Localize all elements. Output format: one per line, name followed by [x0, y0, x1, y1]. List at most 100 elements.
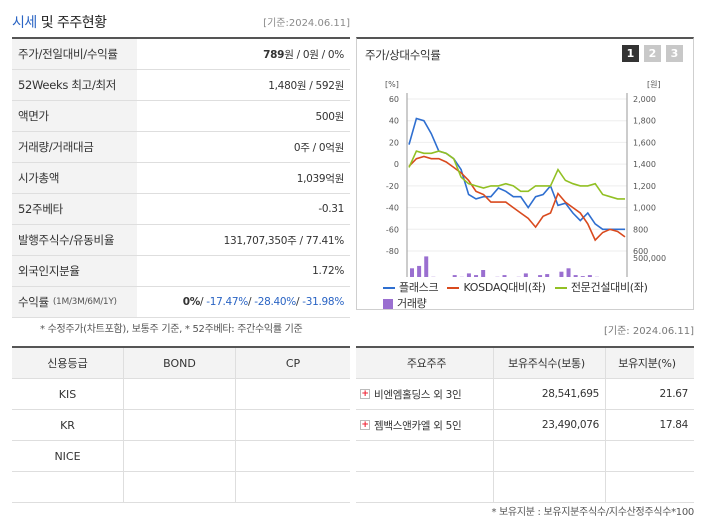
cp-cell — [236, 410, 350, 440]
chart-tab-2[interactable]: 2 — [644, 45, 661, 62]
table-header-row: 신용등급 BOND CP — [12, 348, 350, 379]
left-tick-label: 60 — [389, 95, 399, 104]
volume-bar — [587, 275, 592, 277]
right-tick-label: 1,000 — [633, 204, 656, 213]
volume-bar — [481, 270, 486, 277]
cp-cell — [236, 472, 350, 502]
row-value: 0%/ -17.47%/ -28.40%/ -31.98% — [182, 296, 345, 308]
legend-item: 플래스크 — [383, 280, 439, 296]
holder-name[interactable]: 비엔엠홀딩스 외 3인 — [374, 388, 462, 401]
basis-date: [기준:2024.06.11] — [263, 18, 350, 29]
bond-cell — [124, 410, 236, 440]
chart-basis-date: [기준: 2024.06.11] — [603, 326, 694, 337]
returns-periods: (1M/3M/6M/1Y) — [52, 297, 117, 307]
volume-bar — [523, 273, 528, 277]
col-header: 보유주식수(보통) — [494, 348, 606, 378]
row-label: 발행주식수/유동비율 — [12, 225, 137, 255]
row-value: 0주 / 0억원 — [293, 141, 344, 154]
pct-cell — [606, 441, 694, 471]
price-row: 52Weeks 최고/최저 1,480원 / 592원 — [12, 70, 350, 101]
volume-bar — [417, 265, 422, 277]
price-footnote: * 수정주가(차트포함), 보통주 기준, * 52주베타: 주간수익률 기준 — [40, 324, 303, 335]
price-row: 52주베타 -0.31 — [12, 194, 350, 225]
left-axis-unit: [%] — [385, 80, 399, 89]
chart-tab-3[interactable]: 3 — [666, 45, 683, 62]
legend-item: 거래량 — [383, 296, 427, 312]
row-label: 주가/전일대비/수익률 — [12, 39, 137, 69]
legend-item: KOSDAQ대비(좌) — [447, 280, 546, 296]
legend-label: 전문건설대비(좌) — [570, 281, 648, 294]
row-label: 외국인지분율 — [12, 256, 137, 286]
title-rest: 및 주주현황 — [36, 15, 107, 31]
chart-tabs: 1 2 3 — [622, 45, 683, 62]
volume-tick-label: 500,000 — [633, 254, 666, 263]
left-tick-label: -60 — [386, 225, 399, 234]
left-tick-label: 0 — [394, 160, 399, 169]
legend-swatch — [447, 287, 460, 289]
shares-cell: 28,541,695 — [494, 379, 606, 409]
col-header: 주요주주 — [356, 348, 494, 378]
bond-cell — [124, 472, 236, 502]
volume-bar — [502, 275, 507, 277]
holder-cell: + 비엔엠홀딩스 외 3인 — [356, 379, 494, 409]
price-row: 시가총액 1,039억원 — [12, 163, 350, 194]
legend-label: 플래스크 — [399, 281, 439, 294]
volume-bar — [466, 273, 471, 277]
volume-bar — [580, 276, 585, 277]
right-tick-label: 600 — [633, 247, 648, 256]
price-table: 주가/전일대비/수익률 789원 / 0원 / 0% 52Weeks 최고/최저… — [12, 37, 350, 318]
legend-swatch — [383, 299, 393, 309]
agency-cell: KIS — [12, 379, 124, 409]
left-tick-label: -20 — [386, 182, 399, 191]
volume-bar — [573, 275, 578, 277]
expand-icon[interactable]: + — [360, 420, 370, 430]
row-value: 1,480원 / 592원 — [268, 79, 344, 92]
table-row: + 젬백스앤카엘 외 5인 23,490,076 17.84 — [356, 410, 694, 441]
volume-bar — [424, 256, 429, 277]
agency-cell: KR — [12, 410, 124, 440]
chart-tab-1[interactable]: 1 — [622, 45, 639, 62]
legend-swatch — [554, 287, 567, 289]
cp-cell — [236, 441, 350, 471]
volume-bar — [566, 268, 571, 277]
table-row — [12, 472, 350, 503]
left-tick-label: -40 — [386, 204, 399, 213]
series-line — [408, 155, 626, 242]
return-3m: -17.47% — [206, 296, 248, 308]
chart-svg: [%] [원] 60 40 20 0 -20 -40 -60 -80 2,000 1,800 1,600… — [385, 80, 666, 277]
holder-cell — [356, 441, 494, 471]
table-header-row: 주요주주 보유주식수(보통) 보유지분(%) — [356, 348, 694, 379]
col-header: CP — [285, 356, 301, 370]
row-label: 52주베타 — [12, 194, 137, 224]
series-line — [408, 117, 625, 231]
section-title: 시세 및 주주현황 — [12, 12, 107, 32]
expand-icon[interactable]: + — [360, 389, 370, 399]
holder-name[interactable]: 젬백스앤카엘 외 5인 — [374, 419, 462, 432]
row-value: -0.31 — [318, 203, 344, 215]
price-row: 발행주식수/유동비율 131,707,350주 / 77.41% — [12, 225, 350, 256]
pct-cell: 17.84 — [659, 419, 688, 431]
title-highlight: 시세 — [12, 15, 37, 31]
left-tick-label: 40 — [389, 117, 399, 126]
pct-cell — [606, 472, 694, 502]
cp-cell — [236, 379, 350, 409]
price-row: 거래량/거래대금 0주 / 0억원 — [12, 132, 350, 163]
right-tick-label: 1,200 — [633, 182, 656, 191]
returns-label: 수익률 — [18, 295, 49, 309]
agency-cell: NICE — [12, 441, 124, 471]
returns-row: 수익률 (1M/3M/6M/1Y) 0%/ -17.47%/ -28.40%/ -… — [12, 287, 350, 318]
row-value: 500원 — [315, 110, 344, 123]
return-6m: -28.40% — [254, 296, 296, 308]
row-label: 수익률 (1M/3M/6M/1Y) — [12, 287, 137, 317]
return-1y: -31.98% — [302, 296, 344, 308]
section-header: 시세 및 주주현황 [기준:2024.06.11] — [12, 10, 350, 34]
price-row: 주가/전일대비/수익률 789원 / 0원 / 0% — [12, 39, 350, 70]
volume-bar — [410, 268, 414, 277]
holder-cell — [356, 472, 494, 502]
row-label: 시가총액 — [12, 163, 137, 193]
table-row: + 비엔엠홀딩스 외 3인 28,541,695 21.67 — [356, 379, 694, 410]
table-row: KIS — [12, 379, 350, 410]
chart-legend: 플래스크 KOSDAQ대비(좌) 전문건설대비(좌) 거래량 — [383, 278, 683, 314]
volume-bar — [538, 275, 543, 277]
holders-footnote: * 보유지분 : 보유지분주식수/지수산정주식수*100 — [491, 507, 694, 518]
